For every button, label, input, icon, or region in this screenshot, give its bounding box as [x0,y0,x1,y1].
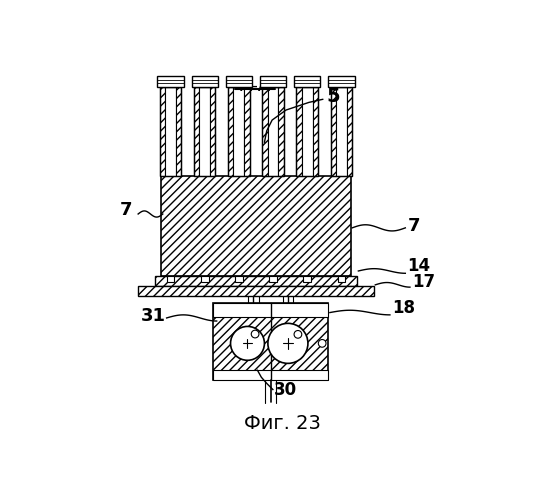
Bar [167,276,174,282]
Bar [262,87,268,176]
Bar [213,304,328,380]
Bar [165,87,176,176]
Text: 7: 7 [120,201,132,219]
Bar [210,87,215,176]
Bar [213,304,328,317]
Circle shape [251,330,259,338]
Bar [302,87,312,176]
Text: 31: 31 [141,306,166,324]
Bar [161,176,351,276]
Text: 14: 14 [407,258,431,276]
Bar [228,87,233,176]
Bar [304,276,311,282]
Bar [160,87,181,176]
Bar [155,276,357,286]
Bar [233,87,244,176]
Bar [312,87,318,176]
Bar [268,87,278,176]
Bar [226,76,252,87]
Bar [176,87,181,176]
Bar [336,87,347,176]
Bar [262,87,284,176]
Text: 18: 18 [392,299,415,317]
Bar [347,87,352,176]
Circle shape [231,326,264,360]
Bar [331,87,352,176]
Bar [278,87,284,176]
Bar [260,76,286,87]
Bar [235,276,243,282]
Bar [160,87,165,176]
Bar [228,87,250,176]
Bar [194,87,215,176]
Bar [328,76,354,87]
Bar [138,286,374,296]
Text: Фиг. 23: Фиг. 23 [245,414,321,433]
Bar [296,87,318,176]
Bar [338,276,345,282]
Bar [213,370,328,380]
Bar [296,87,302,176]
Bar [331,87,336,176]
Circle shape [319,340,326,347]
Bar [192,76,217,87]
Text: 17: 17 [412,273,436,291]
Text: 5: 5 [326,88,339,106]
Bar [269,276,277,282]
Circle shape [294,330,302,338]
Bar [244,87,250,176]
Text: А-А: А-А [240,77,271,95]
Text: 30: 30 [274,380,297,398]
Bar [201,276,209,282]
Bar [294,76,320,87]
Bar [199,87,210,176]
Text: 7: 7 [407,216,420,234]
Bar [157,76,184,87]
Bar [194,87,199,176]
Circle shape [268,324,308,364]
